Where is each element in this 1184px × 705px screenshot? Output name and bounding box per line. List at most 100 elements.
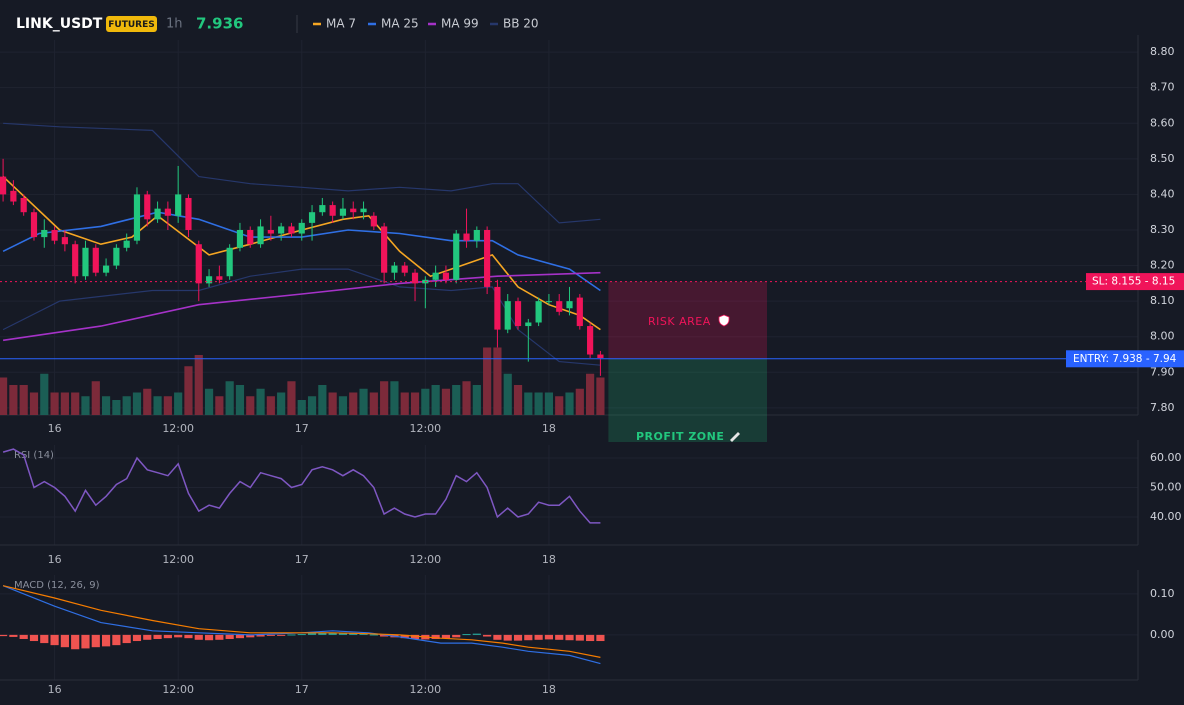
candle-body: [432, 272, 439, 280]
volume-bar: [184, 366, 193, 415]
macd-histogram-bar: [225, 634, 234, 639]
candle-body: [0, 176, 7, 195]
legend-label: MA 99: [441, 17, 479, 31]
macd-histogram-bar: [29, 634, 39, 642]
volume-bar: [266, 396, 275, 415]
candle-body: [226, 247, 233, 277]
x-tick-label: 17: [295, 422, 309, 435]
x-tick-label: 17: [295, 553, 309, 566]
volume-bar: [555, 396, 564, 415]
volume-bar: [400, 392, 409, 415]
candle-body: [514, 301, 522, 327]
plot: [0, 122, 605, 415]
candle-body: [391, 265, 398, 273]
candle-body: [319, 205, 326, 213]
macd-histogram-bar: [204, 634, 214, 641]
macd-histogram-bar: [194, 634, 203, 640]
candle-body: [267, 229, 274, 234]
candle-body: [236, 229, 244, 248]
volume-bar: [174, 392, 183, 415]
volume-bar: [256, 388, 265, 415]
candle-body: [339, 208, 347, 216]
macd-histogram-bar: [60, 634, 69, 648]
y-tick-label: 8.10: [1150, 294, 1175, 307]
x-tick-label: 16: [48, 422, 62, 435]
macd-histogram-bar: [122, 634, 131, 644]
volume-bar: [513, 385, 523, 415]
candle-body: [525, 322, 532, 327]
profit-zone: [608, 358, 767, 442]
volume-bar: [194, 355, 203, 415]
market-badge: [106, 16, 157, 32]
macd-histogram-bar: [524, 634, 533, 641]
volume-bar: [369, 392, 378, 415]
macd-histogram-bar: [40, 634, 49, 644]
volume-bar: [410, 392, 420, 415]
candle-body: [288, 226, 295, 234]
candle-body: [556, 301, 563, 312]
volume-bar: [472, 385, 481, 415]
macd-histogram-bar: [555, 634, 564, 640]
plot: [2, 448, 601, 524]
candle-body: [360, 208, 367, 213]
candle-body: [298, 222, 305, 234]
candle-body: [545, 301, 553, 303]
pane: 16 12:00 17 12:00 18 0.10 0.00 MACD (12, 26, 9): [0, 570, 1175, 696]
volume-bar: [50, 392, 59, 415]
candle-body: [102, 265, 110, 273]
candle-body: [175, 194, 182, 216]
volume-bar: [359, 388, 368, 415]
candle-body: [535, 301, 542, 323]
stop-loss-label: SL: 8.155 - 8.15: [1092, 276, 1175, 288]
volume-bar: [452, 385, 461, 415]
volume-bar: [163, 396, 172, 415]
macd-histogram-bar: [184, 634, 193, 639]
volume-bar: [421, 388, 430, 415]
volume-bar: [349, 392, 358, 415]
macd-histogram-bar: [493, 634, 502, 640]
legend-label: BB 20: [503, 17, 539, 31]
volume-bar: [143, 388, 152, 415]
volume-bar: [565, 392, 574, 415]
symbol: LINK_USDT: [16, 16, 103, 32]
volume-bar: [9, 385, 18, 415]
macd-histogram-bar: [534, 634, 543, 640]
macd-histogram-bar: [215, 634, 224, 640]
macd-histogram-bar: [19, 634, 28, 639]
volume-bar: [307, 396, 317, 415]
x-tick-label: 12:00: [409, 683, 441, 696]
macd-histogram-bar: [349, 633, 358, 635]
candle-body: [484, 229, 491, 287]
plot: [0, 585, 605, 665]
candle-body: [41, 229, 48, 238]
macd-histogram-bar: [307, 633, 317, 635]
volume-bar: [493, 347, 502, 415]
candle-body: [10, 190, 17, 202]
macd-histogram-bar: [9, 634, 18, 637]
x-tick-label: 12:00: [162, 553, 194, 566]
macd-histogram-bar: [153, 634, 162, 639]
macd-histogram-bar: [513, 634, 523, 641]
candle-body: [82, 247, 89, 277]
candle-body: [72, 244, 79, 277]
x-tick-label: 18: [542, 683, 556, 696]
volume-bar: [318, 385, 327, 415]
macd-histogram-bar: [472, 633, 481, 635]
candle-body: [576, 297, 583, 327]
pane-title: RSI (14): [14, 450, 54, 461]
candle-body: [566, 301, 573, 309]
macd-histogram-bar: [369, 634, 378, 636]
pane-title: MACD (12, 26, 9): [14, 580, 100, 591]
candle-body: [30, 212, 38, 238]
volume-bar: [81, 396, 90, 415]
candle-body: [92, 247, 99, 273]
candle-body: [329, 205, 336, 216]
macd-histogram-bar: [101, 634, 111, 647]
candle-body: [205, 276, 213, 284]
volume-bar: [431, 385, 440, 415]
macd-histogram-bar: [287, 634, 296, 636]
macd-histogram-bar: [143, 634, 152, 640]
candle-body: [401, 265, 408, 273]
candle-body: [154, 208, 161, 220]
